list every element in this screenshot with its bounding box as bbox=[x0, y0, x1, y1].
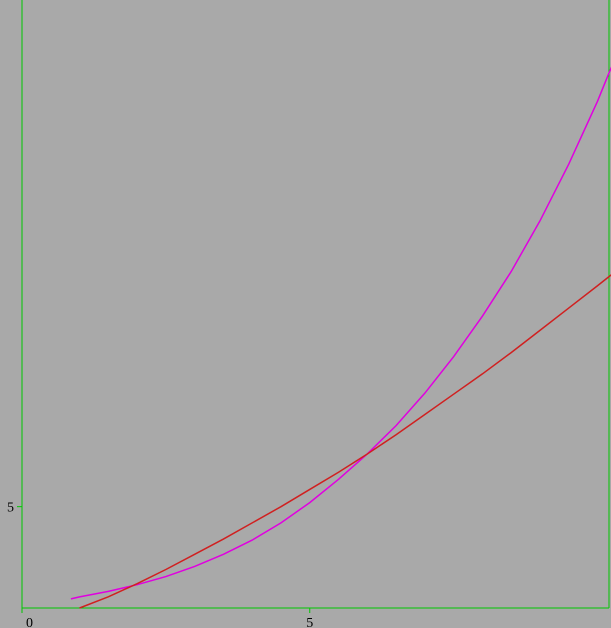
line-chart: 0 5 5 bbox=[0, 0, 611, 628]
x-tick-label: 5 bbox=[306, 616, 313, 628]
x-tick-label: 0 bbox=[26, 616, 33, 628]
chart-background bbox=[0, 0, 611, 628]
y-tick-label: 5 bbox=[7, 501, 14, 516]
